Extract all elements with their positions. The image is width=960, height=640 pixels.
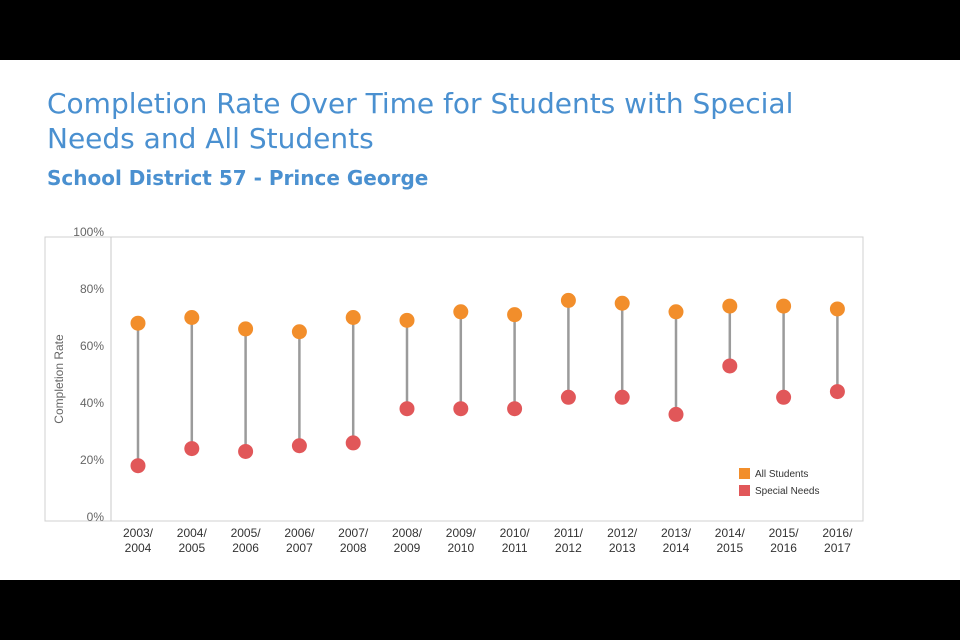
y-tick-label: 20% (80, 453, 104, 467)
point-all-students (614, 295, 630, 311)
x-tick-label: 2005/2006 (231, 526, 262, 555)
point-all-students (668, 304, 684, 320)
completion-rate-chart: Completion Rate 100% 80% 60% 40% 20% 0% 2003/… (44, 225, 864, 555)
data-points (130, 292, 845, 474)
y-tick-label: 0% (87, 510, 105, 524)
point-special-needs (507, 401, 523, 417)
y-tick-label: 100% (73, 225, 104, 239)
legend-label-all-students: All Students (755, 469, 808, 480)
point-all-students (722, 298, 738, 314)
x-axis-ticks: 2003/2004 2004/2005 2005/2006 2006/2007 2007… (123, 526, 853, 555)
x-tick-label: 2013/2014 (661, 526, 692, 555)
x-tick-label: 2003/2004 (123, 526, 154, 555)
point-all-students (184, 310, 200, 325)
chart-panel: Completion Rate Over Time for Students w… (0, 60, 960, 580)
chart-title: Completion Rate Over Time for Students w… (47, 87, 794, 155)
x-tick-label: 2010/2011 (500, 526, 531, 555)
point-special-needs (453, 401, 469, 417)
x-tick-label: 2011/2012 (554, 526, 584, 555)
x-tick-label: 2014/2015 (715, 526, 746, 555)
x-tick-label: 2008/2009 (392, 526, 423, 555)
y-tick-label: 60% (80, 339, 104, 353)
point-all-students (238, 321, 254, 337)
y-tick-label: 80% (80, 282, 104, 296)
chart-subtitle: School District 57 - Prince George (47, 166, 429, 190)
x-tick-label: 2009/2010 (446, 526, 477, 555)
legend-swatch-special-needs (739, 485, 750, 496)
x-tick-label: 2012/2013 (607, 526, 638, 555)
x-tick-label: 2016/2017 (822, 526, 853, 555)
legend-label-special-needs: Special Needs (755, 486, 819, 497)
legend: All Students Special Needs (739, 468, 819, 497)
point-special-needs (776, 389, 792, 405)
point-all-students (453, 304, 469, 320)
point-special-needs (399, 401, 415, 417)
point-all-students (291, 324, 307, 340)
point-all-students (130, 315, 146, 331)
x-tick-label: 2004/2005 (177, 526, 208, 555)
connector-lines (136, 300, 839, 466)
point-special-needs (614, 389, 630, 405)
plot-frame (44, 236, 864, 522)
x-tick-label: 2006/2007 (284, 526, 315, 555)
letterbox-bottom (0, 580, 960, 640)
letterbox-top (0, 0, 960, 60)
point-special-needs (829, 384, 845, 400)
point-all-students (507, 307, 523, 323)
point-special-needs (345, 435, 361, 451)
y-axis-ticks: 100% 80% 60% 40% 20% 0% (73, 225, 104, 524)
point-special-needs (722, 358, 738, 374)
point-special-needs (291, 438, 307, 454)
point-all-students (399, 312, 415, 328)
legend-swatch-all-students (739, 468, 750, 479)
x-tick-label: 2007/2008 (338, 526, 369, 555)
point-all-students (560, 292, 576, 308)
point-all-students (776, 298, 792, 314)
x-tick-label: 2015/2016 (769, 526, 800, 555)
point-special-needs (668, 406, 684, 422)
point-all-students (829, 301, 845, 317)
point-all-students (345, 310, 361, 325)
y-tick-label: 40% (80, 396, 104, 410)
point-special-needs (130, 458, 146, 474)
point-special-needs (560, 389, 576, 405)
point-special-needs (184, 441, 200, 457)
y-axis-label: Completion Rate (52, 334, 66, 424)
point-special-needs (238, 443, 254, 459)
